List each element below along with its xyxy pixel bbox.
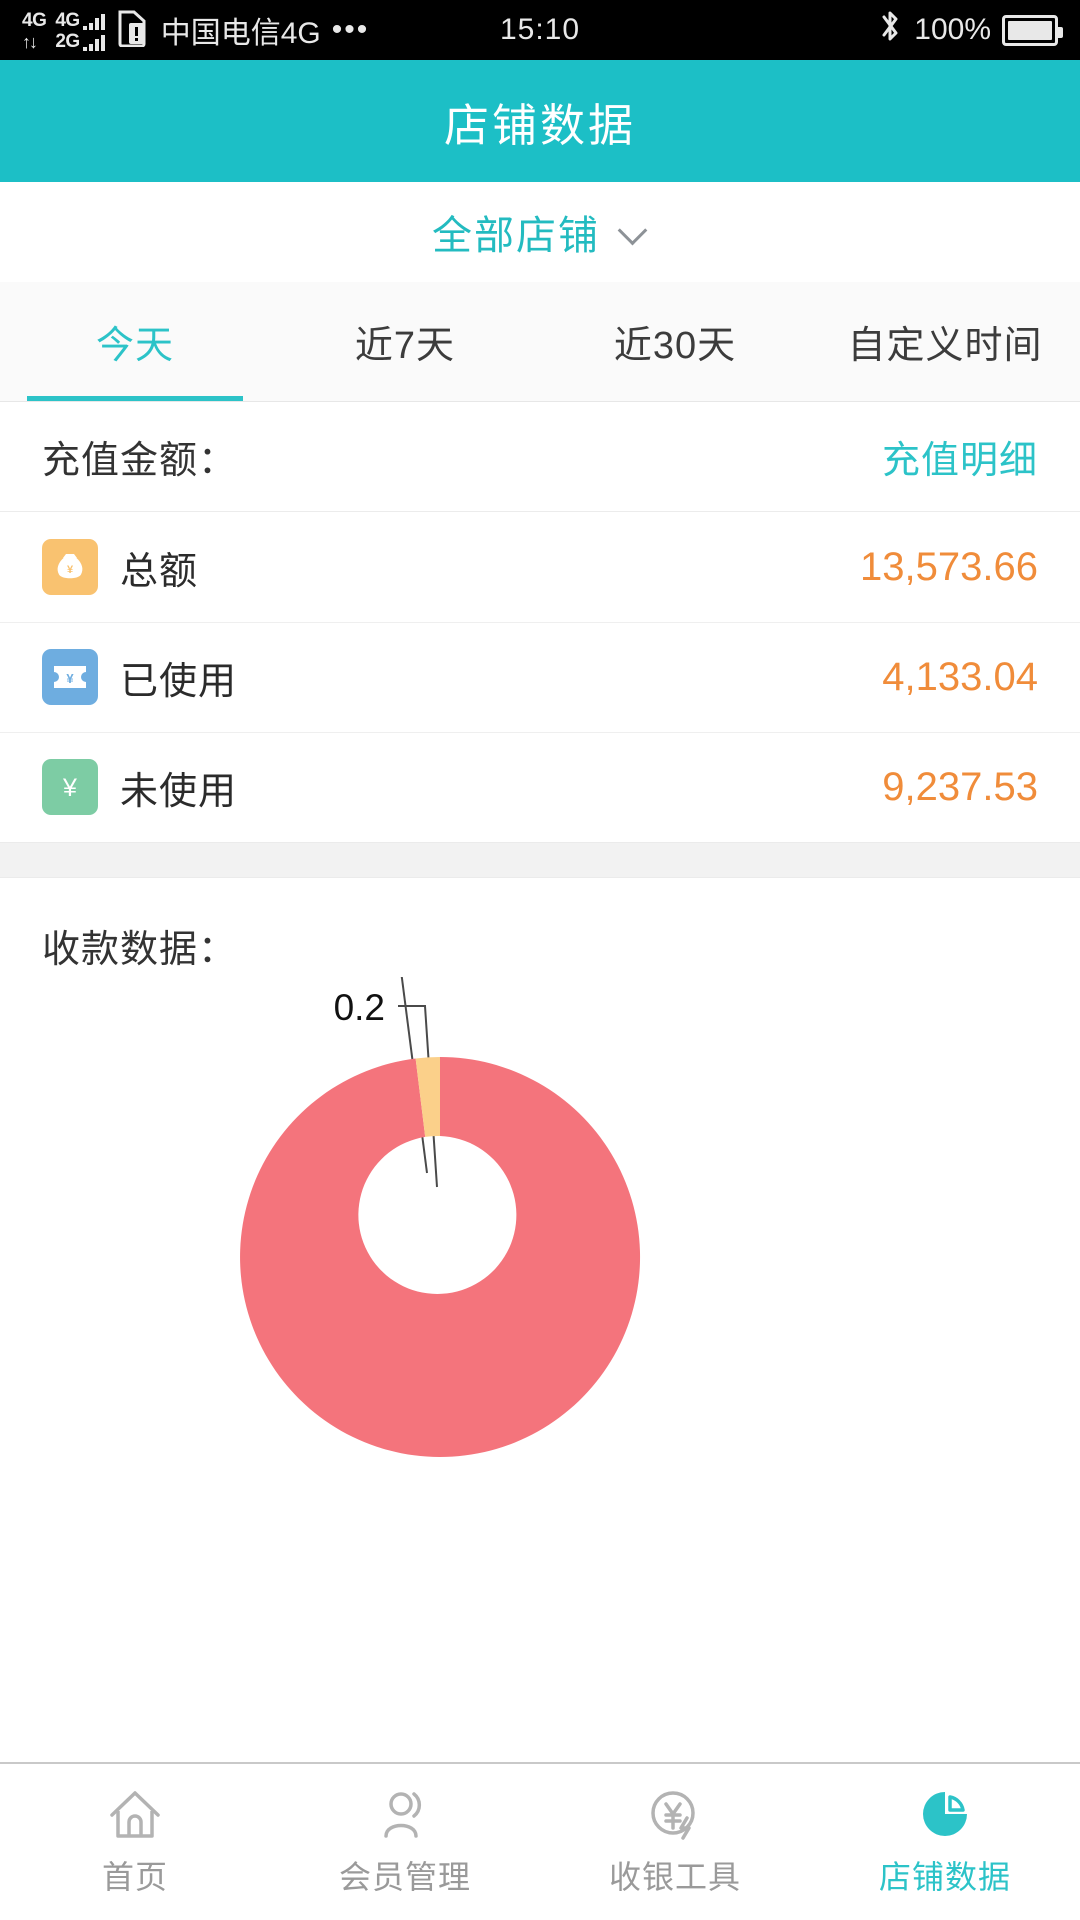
- time-range-tabs: 今天 近7天 近30天 自定义时间: [0, 282, 1080, 402]
- store-selector[interactable]: 全部店铺: [0, 182, 1080, 282]
- home-icon: [107, 1786, 163, 1842]
- tab-last-30-days-label: 近30天: [613, 325, 737, 367]
- recharge-detail-link[interactable]: 充值明细: [881, 440, 1038, 482]
- voucher-icon: ¥: [42, 649, 98, 705]
- nav-item-member-label: 会员管理: [338, 1859, 471, 1895]
- tab-today[interactable]: 今天: [0, 282, 270, 401]
- network-type-secondary: 4G: [55, 10, 80, 31]
- status-bar-right: 100%: [877, 8, 1063, 52]
- data-transfer-arrows-icon: ↑↓: [22, 32, 38, 52]
- cashier-yen-icon: [647, 1786, 703, 1842]
- status-bar: 4G ↑↓ 4G 2G 中国电信4G •••: [0, 0, 1080, 60]
- tab-custom-range[interactable]: 自定义时间: [810, 282, 1080, 401]
- recharge-section-title: 充值金额：: [42, 440, 238, 482]
- recharge-row-total[interactable]: ¥ 总额 13,573.66: [0, 512, 1080, 622]
- tab-today-label: 今天: [95, 325, 174, 367]
- recharge-row-used[interactable]: ¥ 已使用 4,133.04: [0, 622, 1080, 732]
- payment-donut-chart: 0.0 0.2 0.0: [0, 977, 1080, 1537]
- nav-item-shop-data-label: 店铺数据: [878, 1859, 1011, 1895]
- recharge-row-total-value: 13,573.66: [860, 544, 1038, 589]
- carrier-name: 中国电信4G: [160, 17, 321, 50]
- page-title: 店铺数据: [443, 99, 636, 151]
- member-icon: [377, 1786, 433, 1842]
- recharge-row-unused-value: 9,237.53: [882, 764, 1038, 809]
- sim-card-alert-icon: [118, 9, 148, 52]
- nav-item-cashier-label: 收银工具: [608, 1859, 741, 1895]
- svg-text:¥: ¥: [67, 564, 74, 576]
- donut-chart-svg: 0.0 0.2 0.0: [240, 977, 641, 1457]
- pie-chart-icon: [917, 1786, 973, 1842]
- recharge-row-used-value: 4,133.04: [882, 654, 1038, 699]
- battery-percent: 100%: [914, 13, 991, 46]
- status-bar-left: 4G ↑↓ 4G 2G 中国电信4G •••: [22, 8, 369, 52]
- nav-item-cashier[interactable]: 收银工具: [540, 1786, 810, 1898]
- signal-bars-group: 4G 2G: [55, 9, 105, 52]
- network-type-primary: 4G: [22, 10, 47, 31]
- bottom-navigation: 首页 会员管理 收银工具 店铺数据: [0, 1762, 1080, 1920]
- svg-text:¥: ¥: [62, 774, 77, 802]
- recharge-row-used-label: 已使用: [120, 660, 238, 703]
- nav-item-home-label: 首页: [101, 1859, 168, 1895]
- bluetooth-icon: [877, 8, 903, 52]
- payment-data-section: 收款数据： 0.0 0.2 0.0: [0, 878, 1080, 1537]
- payment-section-title: 收款数据：: [42, 929, 238, 971]
- tab-last-7-days[interactable]: 近7天: [270, 282, 540, 401]
- recharge-row-unused[interactable]: ¥ 未使用 9,237.53: [0, 732, 1080, 842]
- signal-indicator-group: 4G ↑↓: [22, 9, 47, 52]
- tab-last-30-days[interactable]: 近30天: [540, 282, 810, 401]
- app-header: 店铺数据: [0, 60, 1080, 182]
- tab-custom-range-label: 自定义时间: [847, 325, 1043, 367]
- donut-slice-1: [415, 1057, 440, 1137]
- recharge-row-total-label: 总额: [120, 550, 199, 593]
- signal-bars-icon-1: [82, 13, 105, 30]
- donut-label-2: 0.0: [488, 977, 539, 980]
- donut-slices: [240, 1057, 641, 1457]
- svg-text:¥: ¥: [66, 671, 74, 686]
- chevron-down-icon: [618, 217, 648, 247]
- battery-icon: [1002, 14, 1063, 46]
- tab-last-7-days-label: 近7天: [354, 325, 456, 367]
- donut-label-1: 0.2: [334, 987, 385, 1028]
- donut-label-0: 0.0: [307, 977, 358, 981]
- recharge-row-unused-label: 未使用: [120, 770, 238, 813]
- signal-bars-icon-2: [82, 34, 105, 51]
- nav-item-shop-data[interactable]: 店铺数据: [810, 1786, 1080, 1898]
- money-bag-icon: ¥: [42, 539, 98, 595]
- store-selector-label: 全部店铺: [432, 214, 600, 258]
- section-divider: [0, 842, 1080, 878]
- nav-item-member[interactable]: 会员管理: [270, 1786, 540, 1898]
- status-overflow-dots: •••: [331, 13, 370, 46]
- recharge-section-header: 充值金额： 充值明细: [0, 402, 1080, 512]
- nav-item-home[interactable]: 首页: [0, 1786, 270, 1898]
- network-type-tertiary: 2G: [55, 31, 80, 52]
- yen-icon: ¥: [42, 759, 98, 815]
- donut-slice-0: [240, 1057, 641, 1457]
